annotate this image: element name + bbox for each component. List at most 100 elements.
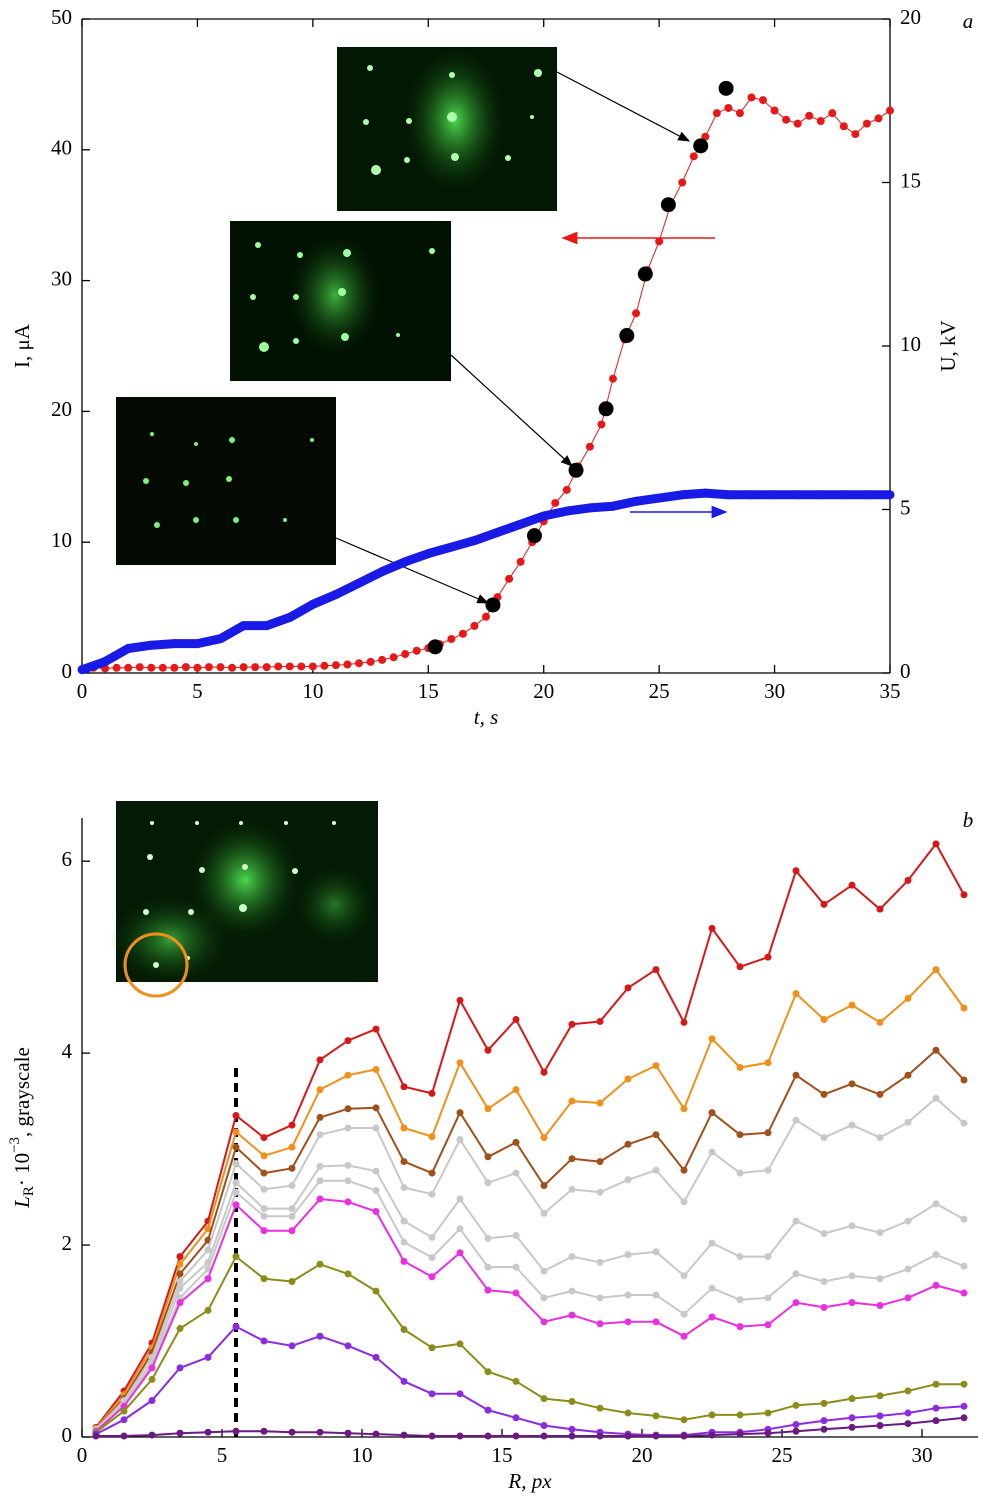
data-point bbox=[260, 1275, 268, 1283]
data-point bbox=[792, 1116, 800, 1124]
data-point bbox=[764, 1409, 772, 1417]
data-point bbox=[176, 1364, 184, 1372]
data-point bbox=[288, 1428, 296, 1436]
data-point bbox=[112, 663, 121, 672]
data-point bbox=[736, 1169, 744, 1177]
series-line bbox=[95, 1164, 965, 1432]
inset-image bbox=[110, 801, 378, 998]
data-point bbox=[239, 663, 248, 672]
data-point bbox=[932, 1200, 940, 1208]
data-point bbox=[232, 1159, 240, 1167]
y-tick-label: 20 bbox=[51, 397, 72, 421]
data-point bbox=[820, 1230, 828, 1238]
data-point bbox=[792, 990, 800, 998]
y-axis-label-part: R bbox=[21, 1186, 37, 1196]
data-point bbox=[428, 1233, 436, 1241]
data-point bbox=[624, 1432, 632, 1440]
data-point bbox=[585, 442, 594, 451]
data-point bbox=[848, 1222, 856, 1230]
data-point bbox=[288, 1164, 296, 1172]
data-point bbox=[288, 1143, 296, 1151]
data-point bbox=[874, 114, 883, 123]
data-point bbox=[316, 1260, 324, 1268]
data-point bbox=[204, 1225, 212, 1233]
data-point bbox=[260, 1134, 268, 1142]
data-point bbox=[512, 1377, 520, 1385]
data-point bbox=[372, 1025, 380, 1033]
y-axis-label-part: L bbox=[10, 1196, 34, 1209]
data-point bbox=[331, 590, 341, 600]
data-point bbox=[723, 490, 733, 500]
data-point bbox=[596, 1294, 604, 1302]
y2-tick-label: 10 bbox=[900, 332, 921, 356]
data-point bbox=[568, 1155, 576, 1163]
data-point bbox=[120, 1416, 128, 1424]
data-point bbox=[652, 1318, 660, 1326]
x-tick-label: 15 bbox=[418, 679, 439, 703]
data-point bbox=[485, 597, 501, 613]
data-point bbox=[862, 490, 872, 500]
data-point bbox=[344, 1429, 352, 1437]
data-point bbox=[932, 1380, 940, 1388]
annotation-arrows bbox=[335, 71, 728, 604]
data-point bbox=[260, 1427, 268, 1435]
data-point bbox=[596, 1158, 604, 1166]
data-point bbox=[876, 1134, 884, 1142]
data-point bbox=[372, 1207, 380, 1215]
x-tick-label: 30 bbox=[912, 1443, 933, 1467]
data-point bbox=[876, 1421, 884, 1429]
data-point bbox=[562, 485, 571, 494]
data-point bbox=[820, 1278, 828, 1286]
data-point bbox=[169, 639, 179, 649]
data-point bbox=[288, 1121, 296, 1129]
data-point bbox=[297, 662, 306, 671]
data-point bbox=[232, 1179, 240, 1187]
y-tick-label: 0 bbox=[62, 659, 73, 683]
data-point bbox=[77, 665, 87, 675]
data-point bbox=[232, 1427, 240, 1435]
data-point bbox=[960, 1076, 968, 1084]
data-point bbox=[792, 867, 800, 875]
x-tick-label: 10 bbox=[302, 679, 323, 703]
data-point bbox=[764, 1253, 772, 1261]
data-point bbox=[146, 640, 156, 650]
y-axis-label-part: −3 bbox=[7, 1137, 23, 1153]
data-point bbox=[484, 1105, 492, 1113]
data-point bbox=[619, 328, 635, 344]
data-point bbox=[932, 1281, 940, 1289]
data-point bbox=[568, 1397, 576, 1405]
y-tick-label: 10 bbox=[51, 528, 72, 552]
data-point bbox=[568, 462, 584, 478]
data-point bbox=[652, 1291, 660, 1299]
data-point bbox=[680, 1332, 688, 1340]
data-point bbox=[484, 1368, 492, 1376]
data-point bbox=[876, 1392, 884, 1400]
data-point bbox=[932, 1046, 940, 1054]
data-point bbox=[608, 501, 618, 511]
data-point bbox=[932, 966, 940, 974]
data-point bbox=[540, 1209, 548, 1217]
data-point bbox=[232, 1128, 240, 1136]
data-point bbox=[839, 122, 848, 131]
y-axis-label: LR· 10−3, grayscale bbox=[7, 1047, 37, 1209]
data-point bbox=[344, 1161, 352, 1169]
data-point bbox=[540, 1182, 548, 1190]
data-point bbox=[123, 643, 133, 653]
data-point bbox=[876, 1229, 884, 1237]
data-point bbox=[316, 1332, 324, 1340]
data-point bbox=[316, 1056, 324, 1064]
data-point bbox=[176, 1325, 184, 1333]
inset-image bbox=[337, 47, 557, 211]
data-point bbox=[331, 661, 340, 670]
data-point bbox=[204, 1428, 212, 1436]
data-point bbox=[176, 1429, 184, 1437]
data-point bbox=[701, 132, 710, 141]
data-point bbox=[344, 1198, 352, 1206]
data-point bbox=[820, 1134, 828, 1142]
data-point bbox=[652, 1166, 660, 1174]
data-point bbox=[596, 1432, 604, 1440]
series-line bbox=[95, 1198, 965, 1432]
data-point bbox=[262, 663, 271, 672]
data-point bbox=[932, 840, 940, 848]
